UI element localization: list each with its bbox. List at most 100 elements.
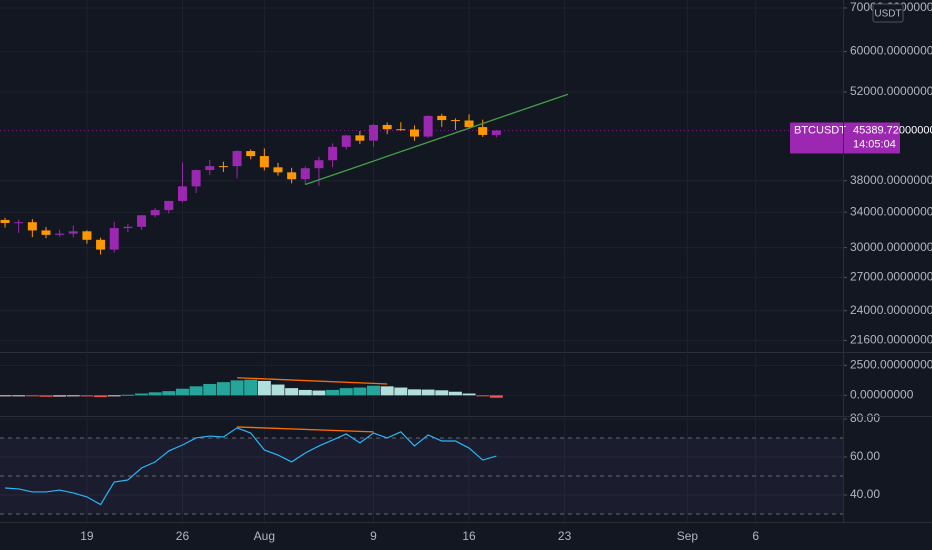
histogram-bar [94,395,108,398]
histogram-bar [230,380,244,396]
candle-body [96,239,106,250]
histogram-bar [25,395,39,397]
x-tick-label: 26 [176,529,190,543]
symbol-label: BTCUSDT [794,124,846,136]
histogram-bar [326,389,340,396]
y-tick-label: 34000.00000000 [850,204,932,218]
histogram-bar [298,389,312,396]
y-tick-label: 60000.00000000 [850,44,932,58]
candle-body [287,172,297,180]
histogram-bar [121,394,135,396]
histogram-bar [0,395,12,397]
histogram-bar [489,395,503,398]
y-tick-label: 38000.00000000 [850,173,932,187]
histogram-bar [39,395,53,397]
candle-body [478,127,488,135]
candle-body [137,215,147,227]
candle-body [423,115,433,137]
candle-body [191,170,201,187]
histogram-bar [216,382,230,396]
histogram-bar [407,389,421,396]
last-price-badge [790,122,900,154]
x-tick-label: 9 [370,529,377,543]
histogram-bar [244,379,258,396]
histogram-bar [53,395,67,397]
histogram-bar [80,395,94,397]
candle-body [355,135,365,141]
histogram-bar [107,395,121,397]
y-tick-label: 0.00000000 [850,388,914,402]
candle-body [259,156,269,168]
candle-body [82,231,92,240]
candle-body [218,166,228,168]
y-tick-label: 40.00 [850,487,880,501]
histogram-bar [394,387,408,396]
trend-line [237,426,374,433]
x-tick-label: 16 [462,529,476,543]
trend-line [305,93,569,186]
candle-body [328,146,338,161]
candle-body [491,130,501,135]
histogram-bar [339,388,353,396]
y-tick-label: 30000.00000000 [850,240,932,254]
histogram-bar [476,395,490,397]
histogram-bar [435,390,449,396]
histogram-bar [175,388,189,396]
candle-body [0,219,10,223]
x-tick-label: 6 [752,529,759,543]
histogram-bar [312,390,326,396]
histogram-bar [367,385,381,396]
candle-body [437,115,447,121]
histogram-bar [148,392,162,396]
x-tick-label: Sep [677,529,699,543]
histogram-bar [203,383,217,396]
candle-body [382,124,392,130]
x-tick-label: 19 [80,529,94,543]
histogram-bar [448,391,462,396]
y-tick-label: 52000.00000000 [850,84,932,98]
rsi-band [0,437,843,515]
rsi-line [5,427,497,506]
candle-body [123,226,133,229]
candle-body [205,166,215,171]
trend-line [237,377,388,385]
histogram-bar [257,380,271,396]
y-tick-label: 2500.00000000 [850,358,932,372]
histogram-bar [12,395,26,397]
candle-body [314,160,324,169]
histogram-bar [135,393,149,396]
candle-body [273,167,283,173]
candle-body [409,129,419,137]
x-tick-label: 23 [558,529,572,543]
candle-body [109,228,119,250]
candle-body [41,230,51,235]
histogram-bar [421,389,435,396]
candle-body [177,186,187,201]
last-price-label: 45389.72000000 [853,124,932,136]
countdown-label: 14:05:04 [853,138,896,150]
histogram-bar [189,386,203,396]
histogram-bar [271,384,285,396]
histogram-bar [285,388,299,396]
y-tick-label: 21600.00000000 [850,333,932,347]
histogram-bar [380,386,394,396]
candle-body [464,120,474,128]
candle-body [246,151,256,157]
histogram-bar [162,391,176,396]
histogram-bar [66,395,80,397]
y-tick-label: 27000.00000000 [850,270,932,284]
candle-body [27,222,37,231]
candle-body [300,168,310,180]
candle-body [164,200,174,211]
currency-label: USDT [874,9,901,20]
histogram-bar [353,387,367,396]
candle-body [14,222,24,224]
candle-body [341,135,351,147]
histogram-bar [462,393,476,396]
candle-body [150,210,160,216]
candle-body [232,151,242,167]
candle-body [68,231,78,234]
candle-body [450,120,460,122]
currency-badge [872,3,904,23]
